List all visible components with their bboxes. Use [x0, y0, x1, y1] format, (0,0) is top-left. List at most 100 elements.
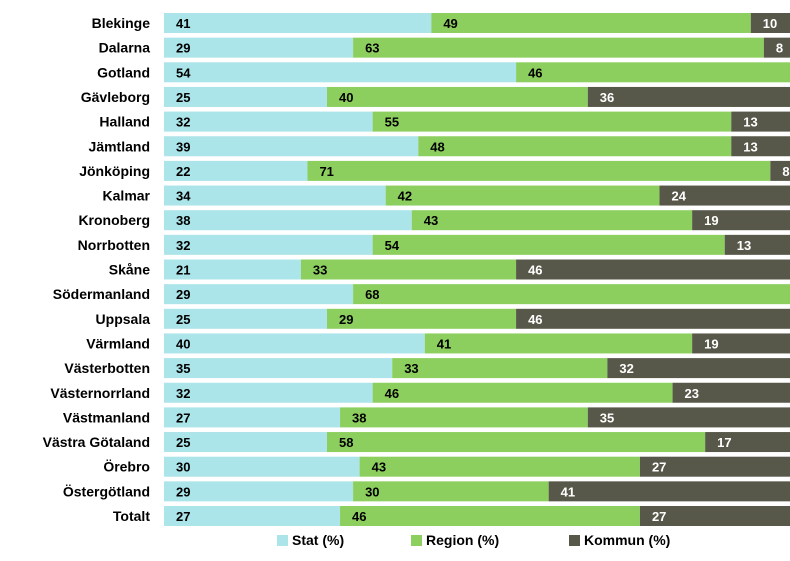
category-label: Västmanland [63, 409, 150, 425]
bar-segment [372, 111, 732, 132]
data-label: 32 [176, 115, 190, 130]
bar-segment [353, 481, 549, 502]
data-label: 32 [176, 386, 190, 401]
data-label: 54 [385, 238, 400, 253]
bar-segment [164, 308, 327, 329]
data-label: 24 [672, 189, 687, 204]
bar-segment [659, 185, 790, 206]
bar-segment [164, 234, 373, 255]
data-label: 68 [365, 287, 379, 302]
category-label: Gotland [97, 64, 150, 80]
data-label: 41 [561, 484, 575, 499]
data-label: 10 [763, 16, 777, 31]
bar-segment [731, 111, 790, 132]
bar-segment [431, 13, 751, 33]
data-label: 25 [176, 90, 190, 105]
bar-segment [516, 308, 790, 329]
bar-segment [424, 333, 693, 354]
bar-segment [516, 62, 790, 83]
data-label: 41 [437, 336, 451, 351]
bar-segment [692, 333, 790, 354]
data-label: 35 [600, 410, 614, 425]
data-label: 33 [404, 361, 418, 376]
bar-segment [353, 284, 790, 305]
category-label: Västra Götaland [43, 434, 150, 450]
bar-segment [385, 185, 660, 206]
bar-segment [607, 358, 790, 379]
bar-segment [672, 382, 790, 403]
bar-segment [750, 13, 790, 33]
bar-segment [164, 382, 373, 403]
data-label: 25 [176, 435, 190, 450]
category-label: Dalarna [99, 40, 151, 56]
data-label: 38 [352, 410, 366, 425]
data-label: 46 [352, 509, 366, 524]
data-label: 25 [176, 312, 190, 327]
bar-segment [392, 358, 608, 379]
data-label: 41 [176, 16, 190, 31]
data-label: 40 [176, 336, 190, 351]
bar-segment [327, 308, 517, 329]
bar-segment [164, 481, 354, 502]
data-label: 8 [776, 41, 783, 56]
data-label: 32 [176, 238, 190, 253]
bar-segment [164, 456, 360, 477]
data-label: 22 [176, 164, 190, 179]
data-label: 46 [528, 65, 542, 80]
data-label: 48 [430, 139, 444, 154]
bar-segment [164, 358, 393, 379]
category-label: Värmland [86, 335, 150, 351]
bar-segment [353, 37, 764, 58]
bar-segment [340, 506, 640, 526]
bar-segment [164, 37, 354, 58]
data-label: 13 [743, 139, 757, 154]
category-label: Jönköping [79, 163, 150, 179]
data-label: 58 [339, 435, 353, 450]
bar-segment [516, 259, 790, 280]
bar-segment [327, 432, 706, 453]
bar-segment [164, 136, 419, 157]
data-label: 54 [176, 65, 191, 80]
data-label: 29 [176, 484, 190, 499]
data-label: 35 [176, 361, 190, 376]
data-label: 63 [365, 41, 379, 56]
data-label: 29 [176, 41, 190, 56]
legend-label: Region (%) [426, 532, 499, 548]
data-label: 17 [717, 435, 731, 450]
bar-segment [164, 185, 386, 206]
bar-segment [327, 86, 588, 107]
data-label: 27 [176, 410, 190, 425]
data-label: 33 [313, 263, 327, 278]
bar-segment [763, 37, 790, 58]
bar-segment [164, 259, 301, 280]
bar-segment [731, 136, 790, 157]
bar-segment [411, 210, 693, 231]
data-label: 29 [339, 312, 353, 327]
data-label: 46 [385, 386, 399, 401]
data-label: 13 [743, 115, 757, 130]
data-label: 27 [652, 509, 666, 524]
category-label: Jämtland [89, 138, 150, 154]
data-label: 39 [176, 139, 190, 154]
category-label: Halland [99, 114, 150, 130]
bar-segment [548, 481, 790, 502]
bar-segment [300, 259, 517, 280]
data-label: 43 [424, 213, 438, 228]
bar-segment [372, 382, 673, 403]
bar-segment [164, 86, 327, 107]
category-label: Blekinge [92, 15, 151, 31]
bar-segment [359, 456, 640, 477]
bar-segment [164, 284, 354, 305]
data-label: 49 [443, 16, 457, 31]
bar-segment [164, 111, 373, 132]
data-label: 46 [528, 263, 542, 278]
bar-segment [639, 456, 790, 477]
data-label: 19 [704, 336, 718, 351]
legend-swatch [277, 535, 288, 546]
legend-label: Kommun (%) [584, 532, 670, 548]
bar-segment [164, 210, 412, 231]
value-labels: 41 49 10 29 63 8 54 46 25 40 36 32 55 13 39 48 13 22 71 8 34… [176, 16, 790, 524]
bar-segment [692, 210, 790, 231]
bar-segment [418, 136, 732, 157]
